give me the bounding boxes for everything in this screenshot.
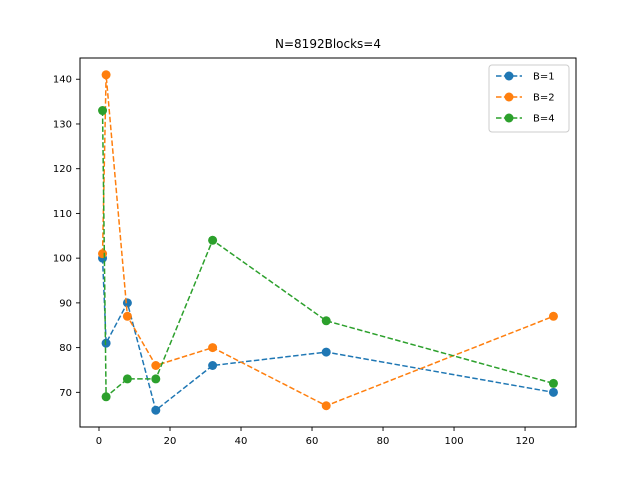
data-point-B=2-0: [98, 249, 108, 259]
legend-label-B=4: B=4: [533, 114, 555, 125]
x-tick-label: 0: [96, 436, 102, 447]
data-point-B=2-3: [151, 361, 161, 370]
y-tick-label: 80: [59, 343, 72, 354]
x-tick-label: 100: [444, 436, 463, 447]
series-layer: [98, 70, 558, 415]
data-point-B=2-2: [122, 311, 132, 321]
legend-marker-B=1: [504, 71, 514, 81]
legend-label-B=1: B=1: [533, 72, 555, 83]
data-point-B=4-5: [321, 316, 331, 326]
data-point-B=2-5: [321, 401, 331, 411]
data-point-B=2-4: [208, 343, 218, 353]
y-tick-label: 100: [53, 254, 72, 265]
data-point-B=4-1: [101, 392, 111, 402]
axes-layer: 0 20 40 60 80 100 120 70 80 90 100 110 120 130 140: [53, 57, 577, 447]
data-point-B=1-6: [548, 387, 558, 397]
y-tick-label: 90: [59, 298, 72, 309]
x-tick-label: 20: [164, 436, 177, 447]
y-tick-label: 140: [53, 75, 72, 86]
data-point-B=1-4: [208, 361, 218, 370]
data-point-B=1-5: [321, 347, 331, 357]
x-tick-label: 120: [516, 436, 535, 447]
x-tick-label: 60: [306, 436, 319, 447]
y-tick-label: 70: [59, 388, 72, 399]
data-point-B=2-6: [548, 311, 558, 321]
legend-marker-B=2: [504, 92, 514, 102]
x-tick-label: 40: [235, 436, 248, 447]
legend-label-B=2: B=2: [533, 93, 555, 104]
data-point-B=4-4: [208, 235, 218, 245]
data-point-B=2-1: [101, 70, 111, 80]
data-point-B=4-3: [151, 374, 161, 384]
data-point-B=4-2: [122, 374, 132, 384]
y-tick-label: 130: [53, 119, 72, 130]
y-tick-label: 110: [53, 209, 72, 220]
legend-box: [488, 64, 570, 133]
data-point-B=4-6: [548, 378, 558, 388]
chart-title: N=8192Blocks=4: [275, 37, 381, 51]
legend-marker-B=4: [504, 113, 514, 123]
y-tick-label: 120: [53, 164, 72, 175]
data-point-B=1-3: [151, 405, 161, 415]
x-tick-label: 80: [377, 436, 390, 447]
data-point-B=4-0: [98, 106, 108, 116]
data-point-B=1-2: [122, 298, 132, 308]
legend: B=1 B=2 B=4: [488, 64, 570, 133]
plot-frame: [79, 57, 577, 428]
